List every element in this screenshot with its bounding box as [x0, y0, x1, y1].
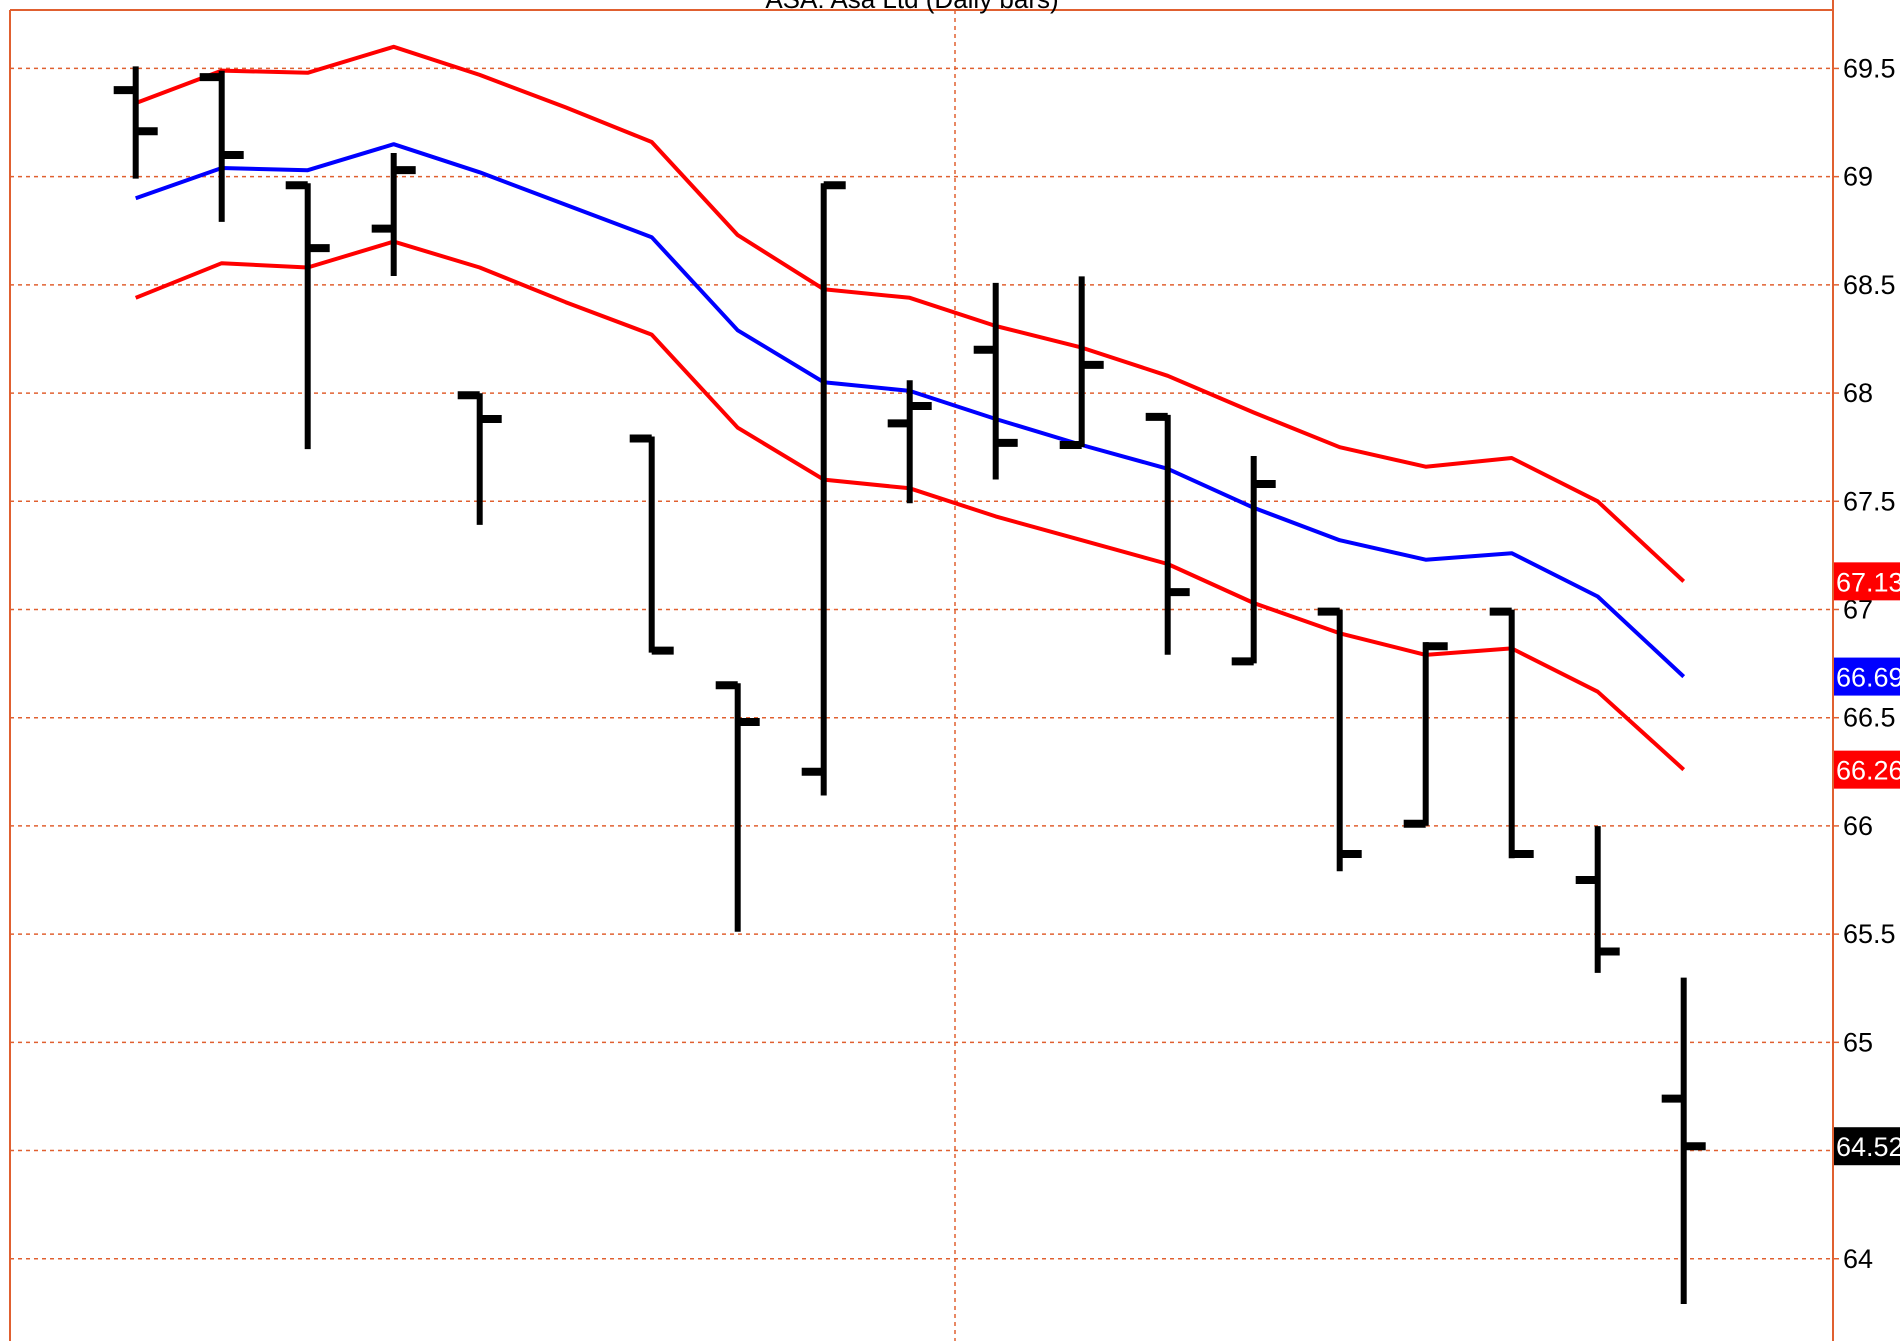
last-value-badge — [1834, 562, 1900, 601]
y-tick-label: 68.5 — [1843, 270, 1896, 300]
y-tick-label: 69 — [1843, 162, 1873, 192]
y-tick-label: 67.5 — [1843, 486, 1896, 516]
chart-title: ASA: Asa Ltd (Daily bars) — [765, 0, 1058, 14]
last-value-badge — [1834, 1127, 1900, 1166]
y-tick-label: 65 — [1843, 1027, 1873, 1057]
y-tick-label: 66 — [1843, 811, 1873, 841]
y-tick-label: 65.5 — [1843, 919, 1896, 949]
band-line — [134, 44, 1686, 583]
last-value-label: 66.69 — [1836, 663, 1900, 693]
last-value-label: 66.26 — [1836, 756, 1900, 786]
y-tick-label: 66.5 — [1843, 703, 1896, 733]
y-tick-label: 69.5 — [1843, 53, 1896, 83]
last-value-label: 64.52 — [1836, 1132, 1900, 1162]
last-value-label: 67.13 — [1836, 567, 1900, 597]
plot — [113, 44, 1706, 1305]
y-tick-label: 64 — [1843, 1244, 1873, 1274]
last-value-badge — [1834, 657, 1900, 696]
last-value-badge — [1834, 750, 1900, 789]
y-axis: 6464.56565.56666.56767.56868.56969.567.1… — [1833, 53, 1900, 1274]
y-tick-label: 68 — [1843, 378, 1873, 408]
